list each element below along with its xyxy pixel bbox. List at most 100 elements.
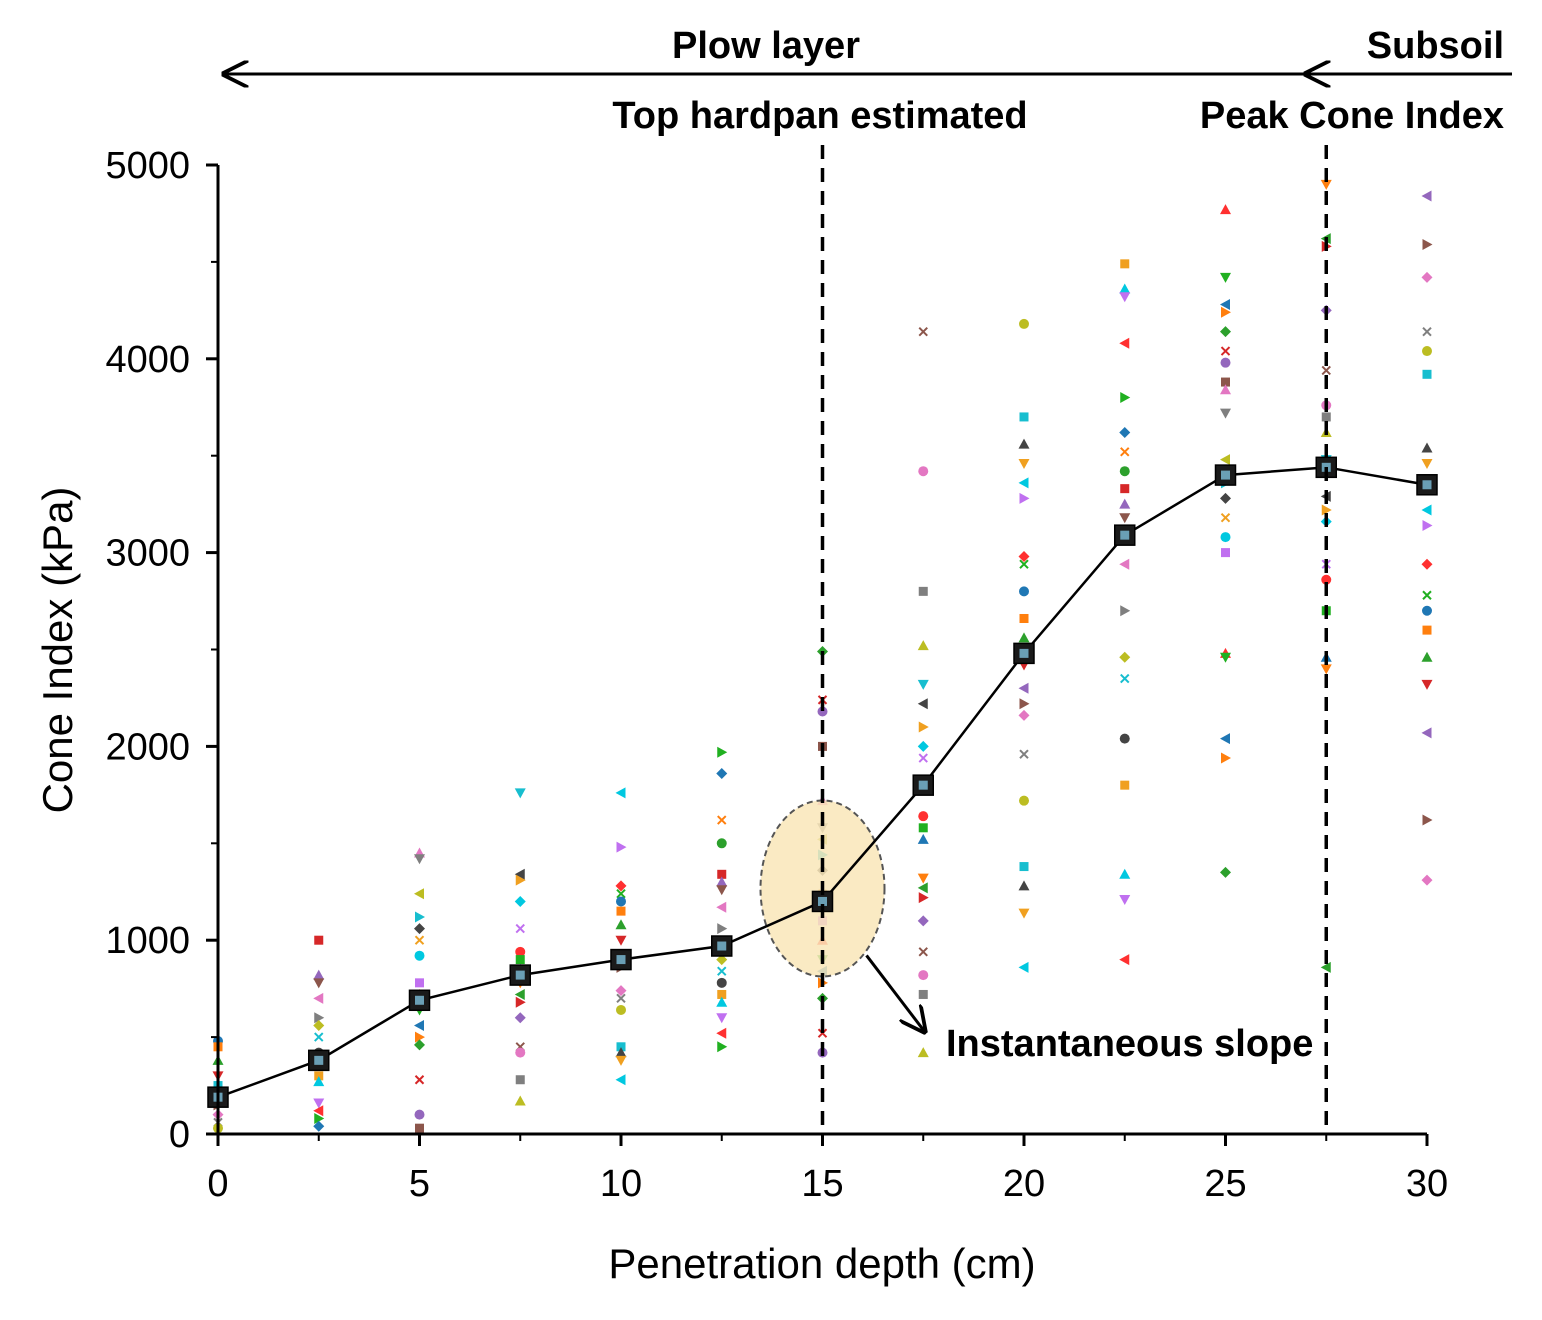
scatter-point [1119, 513, 1131, 524]
scatter-point [515, 996, 526, 1008]
scatter-point [1421, 874, 1433, 886]
mean-point-center [818, 896, 827, 906]
scatter-point [1421, 727, 1432, 739]
x-axis-title: Penetration depth (cm) [608, 1240, 1035, 1287]
scatter-point [917, 740, 929, 752]
scatter-point [1119, 954, 1130, 966]
scatter-point [716, 954, 728, 966]
scatter-point [1019, 698, 1030, 710]
scatter-point [1320, 179, 1332, 190]
scatter-point [918, 586, 928, 596]
scatter-point [1221, 377, 1230, 387]
mean-point-center [616, 955, 626, 965]
scatter-point [1220, 384, 1231, 395]
scatter-point [1018, 550, 1030, 562]
scatter-point [615, 985, 627, 997]
scatter-point [1119, 426, 1131, 438]
x-tick-label: 0 [207, 1163, 228, 1205]
scatter-point [1119, 895, 1131, 906]
scatter-point [515, 923, 525, 934]
scatter-point [414, 1075, 425, 1085]
mean-point-center [717, 941, 727, 951]
scatter-point [1220, 652, 1231, 663]
scatter-point [1120, 780, 1130, 790]
scatter-point [415, 911, 425, 923]
scatter-point [1220, 326, 1231, 338]
scatter-point [514, 1095, 526, 1106]
scatter-point [716, 996, 728, 1007]
scatter-point [1421, 442, 1433, 453]
scatter-point [1422, 625, 1432, 635]
scatter-point [1421, 558, 1433, 570]
scatter-point [1019, 559, 1029, 569]
scatter-point [717, 989, 727, 999]
scatter-point [314, 935, 324, 945]
scatter-point [1421, 458, 1433, 469]
scatter-point [1220, 733, 1230, 745]
scatter-point [1119, 733, 1130, 744]
scatter-point [515, 1047, 526, 1058]
scatter-point [514, 868, 525, 880]
scatter-point [717, 746, 728, 758]
scatter-point [917, 882, 928, 894]
scatter-point [616, 888, 626, 899]
scatter-point [1119, 292, 1131, 303]
scatter-point [1422, 590, 1432, 600]
scatter-point [615, 1047, 627, 1058]
mean-point-center [415, 995, 424, 1005]
scatter-point [1018, 961, 1029, 973]
x-tick-label: 25 [1204, 1163, 1246, 1205]
scatter-point [313, 992, 324, 1004]
mean-point-center [1019, 648, 1029, 658]
y-tick-label: 5000 [105, 145, 190, 187]
scatter-point [414, 935, 425, 945]
scatter-point [1119, 651, 1131, 663]
scatter-point [917, 873, 929, 884]
scatter-point [616, 841, 627, 853]
scatter-point [917, 1047, 929, 1058]
hardpan-label: Top hardpan estimated [612, 95, 1027, 137]
scatter-point [1018, 880, 1030, 891]
scatter-point [717, 923, 728, 935]
x-tick-label: 20 [1003, 1163, 1045, 1205]
scatter-point [414, 888, 424, 900]
scatter-point [415, 1123, 424, 1133]
y-tick-label: 4000 [105, 339, 190, 381]
scatter-point [1220, 204, 1231, 215]
scatter-point [414, 1039, 425, 1051]
scatter-point [415, 978, 424, 988]
x-tick-label: 30 [1406, 1163, 1448, 1205]
scatter-point [1120, 673, 1130, 684]
scatter-point [918, 892, 929, 904]
y-tick-label: 3000 [105, 533, 190, 575]
scatter-point [616, 993, 626, 1004]
slope-arrow [865, 954, 925, 1031]
scatter-point [1321, 365, 1331, 376]
scatter-point [314, 1112, 325, 1124]
scatter-point [1220, 408, 1231, 419]
axes-layer: 0 5 10 15 20 25 30 0 1000 2000 3000 4000 5000 [105, 145, 1448, 1205]
scatter-point [918, 947, 928, 957]
scatter-point [414, 1109, 425, 1120]
scatter-point [414, 854, 425, 865]
scatter-point [1119, 868, 1131, 879]
scatter-point [1221, 752, 1231, 764]
scatter-point [917, 698, 928, 710]
scatter-point [1019, 862, 1029, 872]
scatter-point [414, 923, 425, 935]
plow-layer-label: Plow layer [672, 25, 860, 67]
scatter-point [1019, 412, 1029, 422]
scatter-point [1321, 574, 1332, 585]
scatter-point [1220, 454, 1230, 466]
scatter-point [615, 919, 627, 930]
scatter-point [616, 1004, 626, 1015]
y-tick-label: 1000 [105, 920, 190, 962]
scatter-point [515, 1075, 525, 1085]
scatter-point [414, 1019, 424, 1031]
scatter-point [1119, 498, 1131, 509]
scatter-point [1220, 299, 1230, 311]
scatter-point [1220, 866, 1231, 878]
scatter-point [716, 876, 728, 887]
scatter-point [314, 1071, 324, 1081]
scatter-point [1422, 369, 1432, 379]
